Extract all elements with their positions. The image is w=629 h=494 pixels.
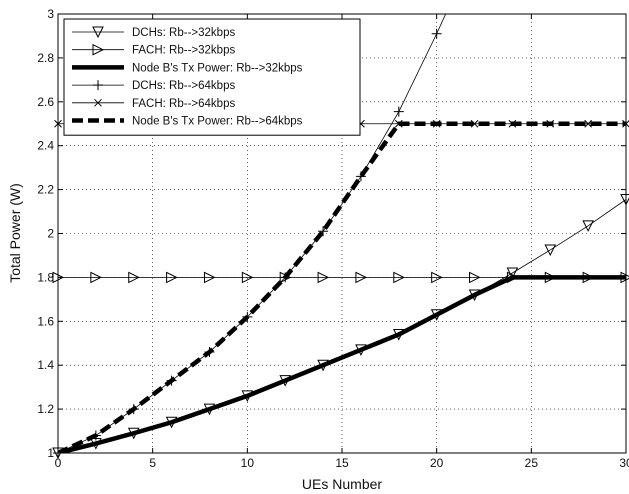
x-tick-label: 5 <box>149 456 156 470</box>
x-tick-label: 0 <box>55 456 62 470</box>
triangle-right-marker <box>241 271 254 284</box>
x-tick-label: 25 <box>525 456 539 470</box>
triangle-down-marker <box>506 267 519 280</box>
x-tick-label: 15 <box>335 456 349 470</box>
plus-marker <box>355 171 366 182</box>
legend-label: DCHs: Rb-->32kbps <box>132 27 235 39</box>
plus-marker <box>318 226 329 237</box>
plus-marker <box>204 347 215 358</box>
series-line-3 <box>58 275 626 453</box>
triangle-right-marker <box>92 43 105 56</box>
triangle-down-marker <box>430 309 443 321</box>
y-tick-label: 2.6 <box>37 95 54 109</box>
ticks: 0 5 10 15 20 25 30 1 1.2 1.4 1.6 1.8 2 2.2 2.4 2.6 2.8 3 <box>37 7 629 470</box>
triangle-right-marker <box>203 271 216 284</box>
plus-marker <box>393 106 404 117</box>
y-axis-label: Total Power (W) <box>7 183 23 283</box>
plus-marker <box>431 28 442 39</box>
triangle-right-marker <box>355 271 368 284</box>
triangle-right-marker <box>128 271 140 284</box>
triangle-right-marker <box>582 271 595 284</box>
triangle-down-marker <box>241 390 254 403</box>
triangle-down-marker <box>544 244 557 257</box>
x-marker <box>470 119 479 128</box>
x-marker <box>546 119 555 128</box>
y-tick-label: 1.2 <box>37 402 54 416</box>
x-marker <box>508 119 517 128</box>
x-tick-label: 30 <box>619 456 629 470</box>
x-tick-label: 10 <box>241 456 255 470</box>
plus-marker <box>280 272 291 283</box>
y-tick-label: 2 <box>47 227 54 241</box>
triangle-down-marker <box>355 344 367 356</box>
triangle-down-marker <box>165 416 178 429</box>
legend-label: FACH: Rb-->64kbps <box>132 98 235 110</box>
triangle-right-marker <box>506 271 519 284</box>
triangle-down-marker <box>317 359 329 372</box>
x-tick-label: 20 <box>430 456 444 470</box>
triangle-down-marker <box>392 328 405 341</box>
triangle-right-marker <box>90 271 102 284</box>
plus-marker <box>128 404 139 415</box>
triangle-right-marker <box>431 271 443 284</box>
x-axis-label: UEs Number <box>302 476 382 492</box>
x-marker <box>394 119 403 128</box>
triangle-down-marker <box>279 375 292 387</box>
legend-label: Node B's Tx Power: Rb-->32kbps <box>132 62 303 74</box>
legend: DCHs: Rb-->32kbps FACH: Rb-->32kbps Node B… <box>63 18 361 136</box>
triangle-right-marker <box>469 271 481 284</box>
triangle-down-marker <box>468 289 481 302</box>
y-tick-label: 1 <box>47 446 54 460</box>
y-tick-label: 1.8 <box>37 270 54 284</box>
plus-marker <box>242 311 253 322</box>
legend-label: FACH: Rb-->32kbps <box>132 45 235 57</box>
plus-marker <box>90 430 101 441</box>
legend-label: DCHs: Rb-->64kbps <box>132 80 235 92</box>
series-line-6 <box>58 121 626 453</box>
triangle-right-marker <box>393 271 405 284</box>
plus-marker <box>166 375 177 386</box>
triangle-down-marker <box>203 403 216 416</box>
y-tick-label: 2.8 <box>37 51 54 65</box>
x-marker <box>584 119 592 128</box>
x-marker <box>432 119 441 128</box>
y-tick-label: 1.4 <box>37 358 54 372</box>
y-tick-label: 3 <box>47 7 54 21</box>
y-tick-label: 2.4 <box>37 139 54 153</box>
triangle-right-marker <box>544 271 557 284</box>
y-tick-label: 1.6 <box>37 314 54 328</box>
triangle-down-marker <box>92 26 104 39</box>
y-tick-label: 2.2 <box>37 183 54 197</box>
legend-box <box>63 18 361 136</box>
legend-label: Node B's Tx Power: Rb-->64kbps <box>132 116 303 128</box>
x-marker <box>94 98 102 107</box>
plus-marker <box>93 80 103 91</box>
triangle-right-marker <box>317 271 330 284</box>
triangle-right-marker <box>166 271 178 284</box>
triangle-down-marker <box>127 427 140 440</box>
triangle-down-marker <box>582 220 594 232</box>
